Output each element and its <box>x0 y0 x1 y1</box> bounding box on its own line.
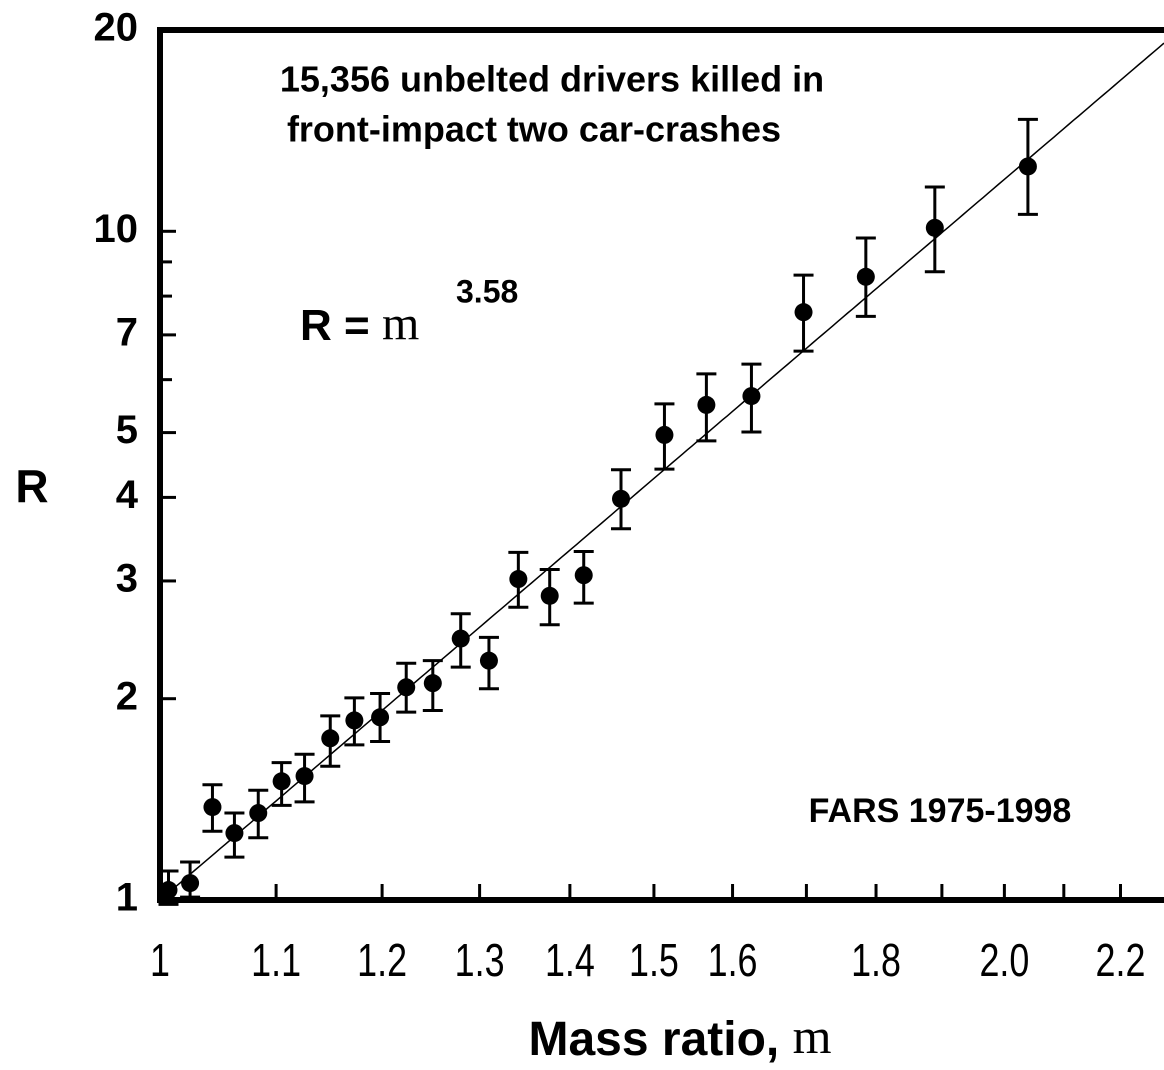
data-point <box>540 586 559 605</box>
data-point <box>655 425 674 444</box>
data-point <box>321 729 340 748</box>
annotation: FARS 1975-1998 <box>809 792 1072 830</box>
y-tick-label: 3 <box>116 557 138 601</box>
data-point <box>1018 157 1037 176</box>
plot-frame <box>157 27 1164 903</box>
data-point <box>451 629 470 648</box>
data-point <box>742 387 761 406</box>
x-tick-label: 1.3 <box>455 935 505 986</box>
formula-exponent: 3.58 <box>456 273 518 309</box>
x-tick-label: 1.5 <box>629 935 679 986</box>
y-tick-label: 5 <box>116 408 138 452</box>
data-point <box>574 566 593 585</box>
chart-title: front-impact two car-crashes <box>287 109 781 150</box>
data-point <box>479 651 498 670</box>
x-tick-label: 1 <box>150 935 170 986</box>
data-point <box>159 881 178 900</box>
data-point <box>249 804 268 823</box>
x-tick-label: 1.4 <box>545 935 595 986</box>
data-point <box>225 824 244 843</box>
fit-line <box>159 42 1164 901</box>
data-point <box>181 874 200 893</box>
data-point <box>371 708 390 727</box>
x-tick-label: 1.6 <box>708 935 758 986</box>
data-point <box>612 489 631 508</box>
y-tick-label: 20 <box>94 6 139 50</box>
data-point <box>697 395 716 414</box>
y-axis-label: R <box>15 460 48 512</box>
data-point <box>345 711 364 730</box>
y-tick-label: 2 <box>116 674 138 718</box>
x-axis-label: Mass ratio, m <box>528 1008 831 1065</box>
y-tick-label: 10 <box>94 207 139 251</box>
y-tick-label: 1 <box>116 876 138 920</box>
x-tick-label: 1.1 <box>251 935 301 986</box>
data-point <box>856 267 875 286</box>
data-point <box>272 772 291 791</box>
data-point <box>794 303 813 322</box>
data-point <box>397 678 416 697</box>
x-label-text: Mass ratio, <box>528 1013 779 1066</box>
x-label-var: m <box>793 1008 832 1064</box>
x-tick-label: 1.2 <box>357 935 407 986</box>
formula-var: m <box>382 297 419 350</box>
x-tick-label: 2.0 <box>979 935 1029 986</box>
y-tick-label: 4 <box>116 473 139 517</box>
y-tick-label: 7 <box>116 310 138 354</box>
data-point <box>423 674 442 693</box>
data-point <box>295 767 314 786</box>
data-point <box>203 798 222 817</box>
x-tick-label: 1.8 <box>851 935 901 986</box>
chart-title: 15,356 unbelted drivers killed in <box>280 59 824 100</box>
x-tick-label: 2.2 <box>1096 935 1146 986</box>
data-point <box>925 218 944 237</box>
formula: R = m <box>300 297 419 350</box>
formula-text: R = <box>300 301 370 350</box>
data-point <box>509 570 528 589</box>
